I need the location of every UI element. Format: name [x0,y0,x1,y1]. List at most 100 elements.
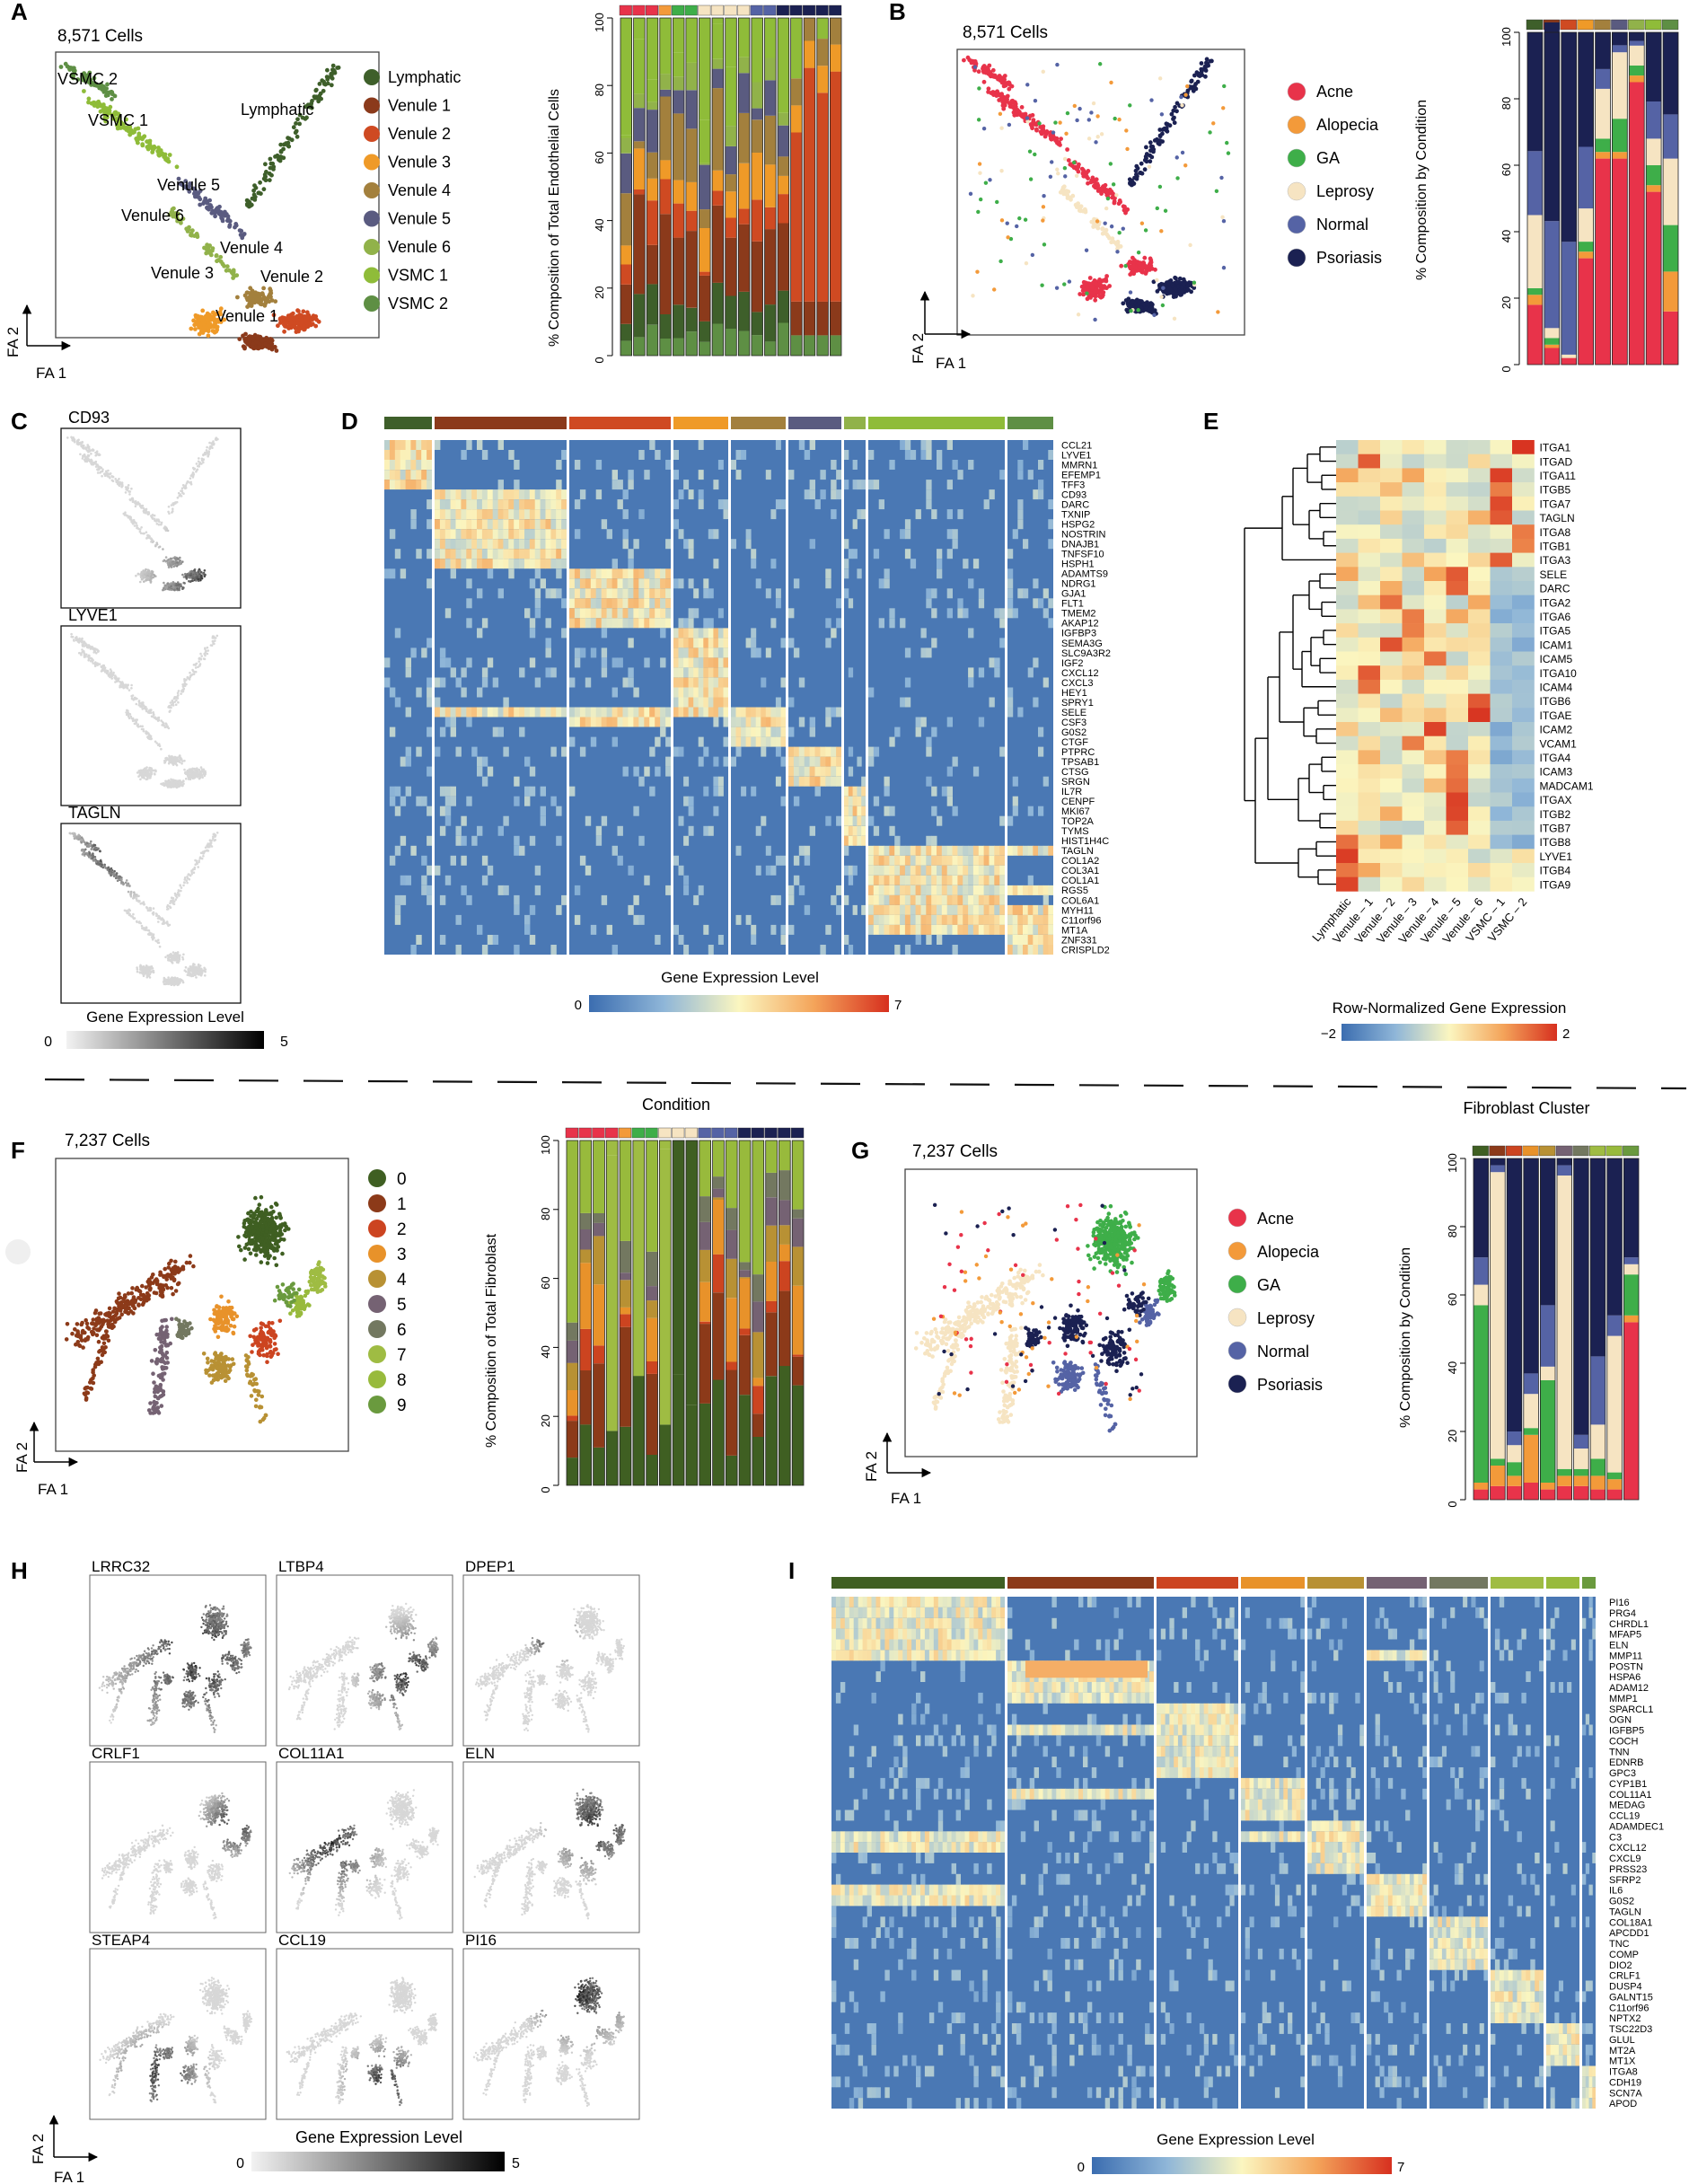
bar-tick-label: 0 [593,357,606,363]
cell-point [1033,152,1037,157]
cell-point [163,919,165,922]
cell-point [71,436,74,440]
cell-point [1155,206,1159,211]
cell-point [1117,117,1122,122]
bar-segment [804,18,815,41]
cell-point [131,497,134,500]
cell-point [1042,193,1046,198]
cell-point [224,264,230,269]
cell-point [208,842,211,845]
bar-segment [699,164,711,210]
cell-point [131,500,135,503]
cell-point [206,646,209,649]
cell-point [199,772,202,775]
cell-point [981,66,985,71]
cell-point [187,480,189,483]
cell-point [118,484,121,488]
cell-point [1122,204,1127,209]
bar-segment [1527,32,1543,152]
cell-point [1049,135,1053,139]
cell-point [1058,120,1062,125]
cell-point [1113,116,1117,121]
cell-point [145,139,150,145]
cell-point [1149,154,1155,160]
bar-segment [647,324,658,356]
cell-point [120,878,123,881]
cell-point [214,253,219,259]
cell-point [92,82,97,86]
bar-segment [1561,354,1577,358]
cell-point [168,710,172,713]
cell-point [193,327,198,331]
bar-tick-label: 40 [1500,230,1513,242]
cell-point [186,881,189,885]
cell-point [317,93,322,99]
cell-point [176,211,180,216]
bar-segment [1646,32,1662,101]
cell-point [1112,200,1117,206]
cell-point [1029,124,1034,128]
cell-point [277,317,283,322]
bar-segment [751,108,763,120]
cell-point [297,121,302,127]
cell-point [1148,140,1153,145]
cell-point [120,485,123,489]
cell-point [108,872,111,875]
cell-point [1031,118,1036,123]
cell-point [181,484,185,487]
cell-point [163,726,167,729]
cell-point [124,909,128,912]
bar-segment [647,110,658,153]
cell-point [159,523,163,526]
cell-point [1119,263,1124,269]
cell-point [119,684,121,687]
cell-point [188,678,191,681]
cell-point [181,491,184,495]
cell-point [1183,163,1188,168]
bar-segment [738,163,750,209]
cell-point [1180,150,1185,155]
cell-point [176,691,180,694]
cell-point [1226,151,1231,155]
panel-a-cell-count: 8,571 Cells [57,27,143,46]
cell-point [93,856,97,859]
cell-point [166,908,169,911]
cell-point [1167,123,1173,128]
cell-point [1140,269,1146,275]
cell-point [83,645,85,647]
cell-point [170,706,172,709]
cell-point [217,204,222,209]
cell-point [200,768,204,771]
bar-segment [685,210,698,232]
legend-swatch [364,154,380,171]
cell-point [189,326,194,331]
cell-point [250,196,255,201]
bar-segment [778,223,789,291]
bar-segment [647,18,658,80]
cell-point [181,587,184,590]
cell-point [100,665,103,668]
bar-segment [1578,242,1594,252]
cell-point [180,762,183,765]
cell-point [975,269,980,274]
cell-point [201,201,206,207]
cell-point [162,723,164,727]
cell-point [1093,294,1098,299]
cell-point [988,73,992,77]
condition-swatch [1594,19,1611,31]
cell-point [1027,149,1033,154]
cell-point [1117,231,1122,235]
panel-a-axis-y: FA 2 [4,327,22,357]
bar-segment [778,112,789,126]
bar-segment [620,193,632,246]
cell-point [247,335,252,340]
bar-segment [1612,32,1628,46]
cell-point [1130,264,1136,269]
legend-swatch [1287,115,1306,135]
cell-point [1051,130,1056,135]
cell-point [156,145,161,150]
cell-point [1064,131,1069,136]
cell-point [88,855,91,859]
bar-segment [751,18,763,76]
bar-segment [633,294,646,338]
